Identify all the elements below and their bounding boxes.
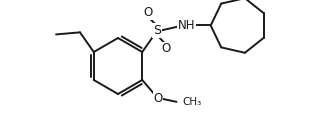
Text: O: O	[162, 42, 171, 55]
Text: O: O	[153, 91, 163, 105]
Text: O: O	[143, 6, 153, 19]
Text: S: S	[153, 24, 161, 37]
Text: CH₃: CH₃	[182, 97, 202, 107]
Text: NH: NH	[178, 19, 196, 32]
